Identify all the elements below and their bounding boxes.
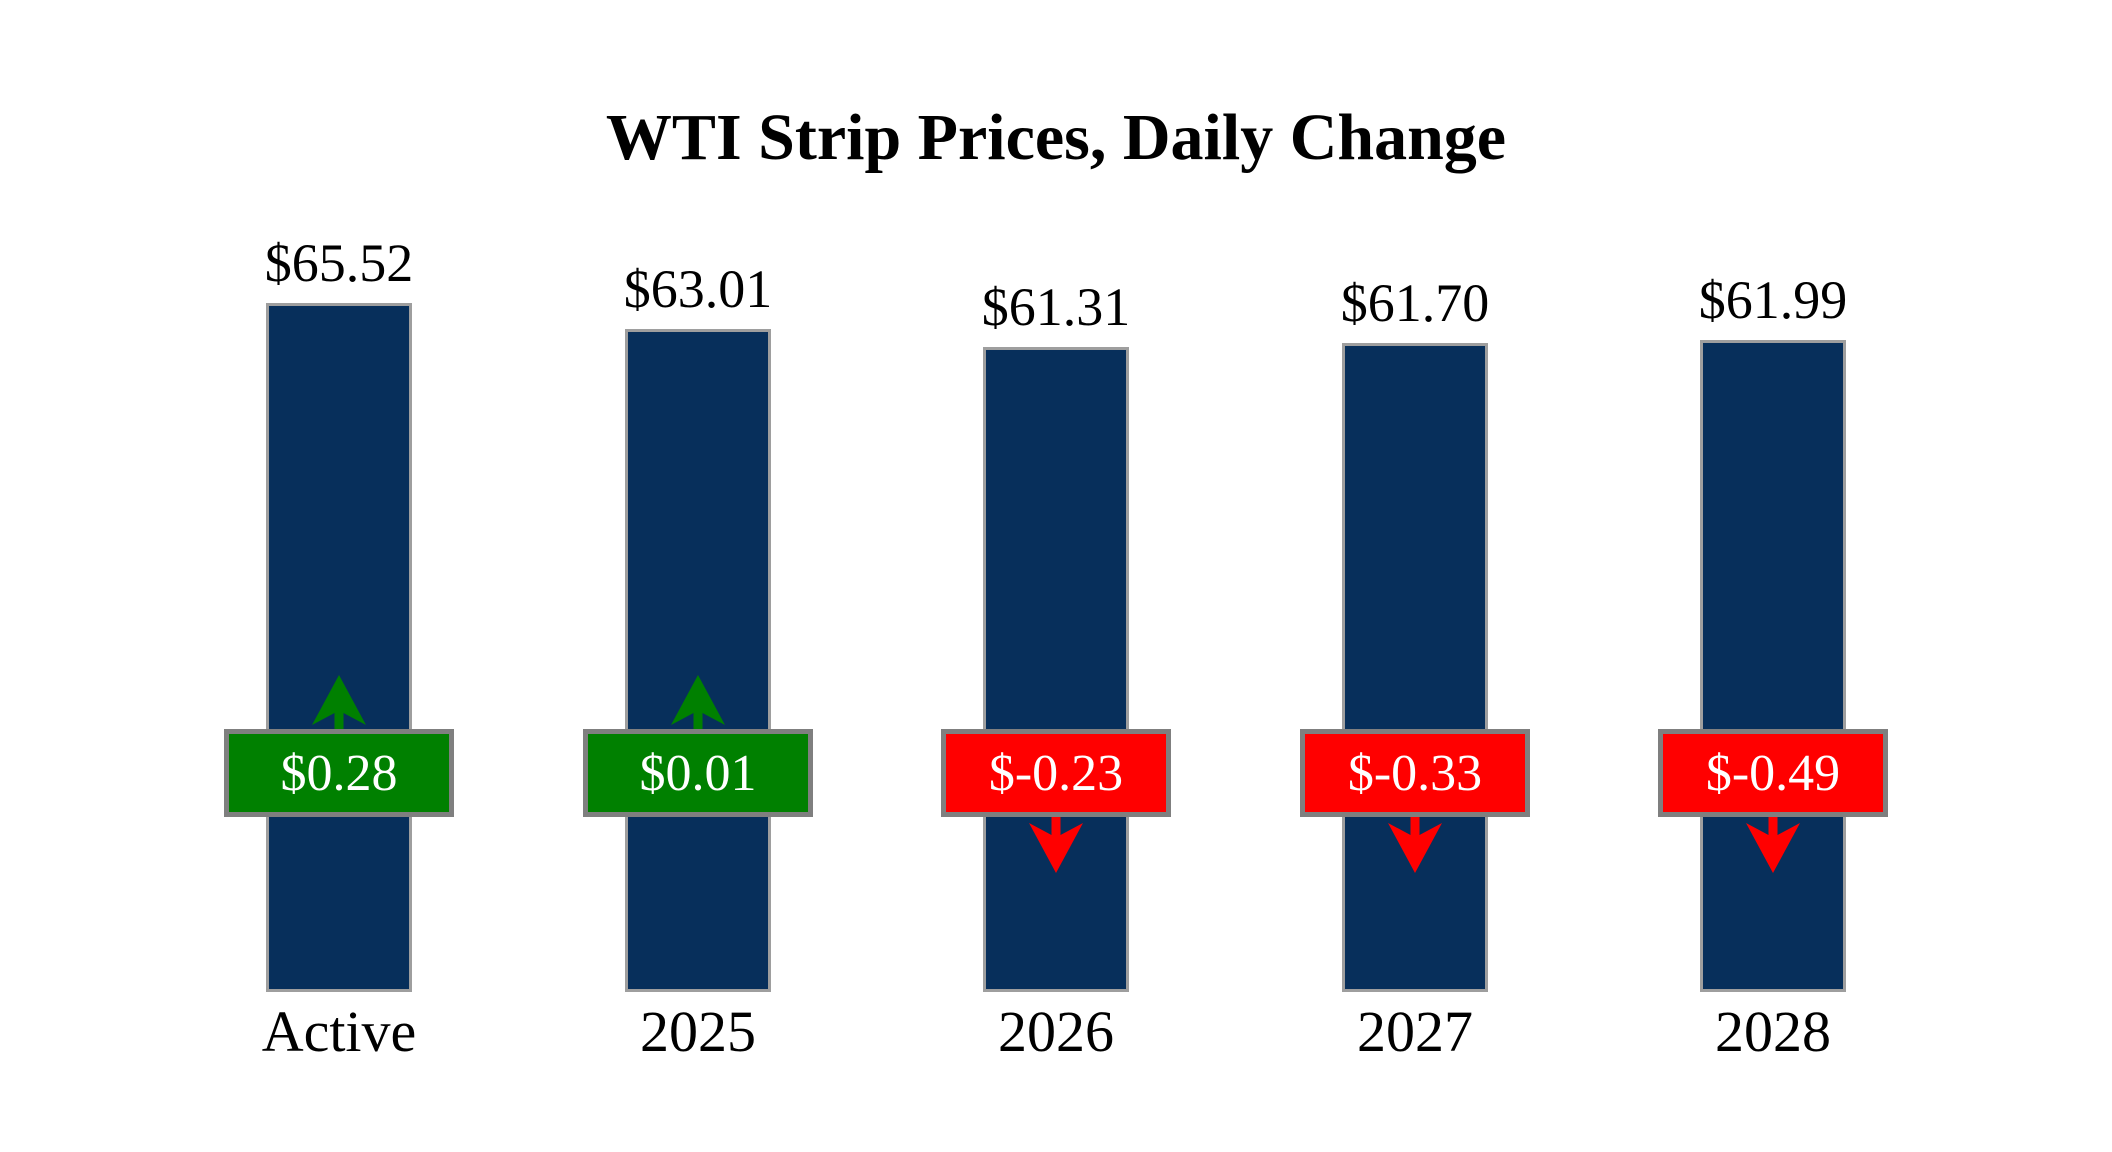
category-label: 2025	[640, 999, 756, 1064]
price-bar	[1342, 343, 1488, 992]
bar-value-label: $65.52	[264, 233, 414, 293]
bar-group-2027: $61.70 $-0.33 2027	[1298, 0, 1532, 1152]
bar-group-2028: $61.99 $-0.49 2028	[1656, 0, 1890, 1152]
bar-value-label: $61.31	[981, 277, 1131, 337]
up-arrow-icon	[312, 675, 366, 730]
daily-change-badge: $0.01	[583, 729, 813, 817]
down-arrow-icon	[1388, 817, 1442, 873]
category-label: 2028	[1715, 999, 1831, 1064]
daily-change-badge: $-0.23	[941, 729, 1171, 817]
daily-change-badge: $-0.33	[1300, 729, 1530, 817]
up-arrow-icon	[671, 675, 725, 730]
down-arrow-icon	[1746, 817, 1800, 873]
bar-value-label: $63.01	[623, 259, 773, 319]
bar-group-2026: $61.31 $-0.23 2026	[939, 0, 1173, 1152]
bar-value-label: $61.70	[1340, 273, 1490, 333]
price-bar	[983, 347, 1129, 992]
price-bar	[625, 329, 771, 992]
price-bar	[1700, 340, 1846, 992]
bar-group-2025: $63.01 $0.01 2025	[581, 0, 815, 1152]
category-label: Active	[261, 999, 417, 1064]
category-label: 2027	[1357, 999, 1473, 1064]
price-bar	[266, 303, 412, 992]
bar-value-label: $61.99	[1698, 270, 1848, 330]
bar-group-active: $65.52 $0.28 Active	[222, 0, 456, 1152]
daily-change-badge: $0.28	[224, 729, 454, 817]
category-label: 2026	[998, 999, 1114, 1064]
down-arrow-icon	[1029, 817, 1083, 873]
chart-title: WTI Strip Prices, Daily Change	[605, 101, 1507, 174]
daily-change-badge: $-0.49	[1658, 729, 1888, 817]
